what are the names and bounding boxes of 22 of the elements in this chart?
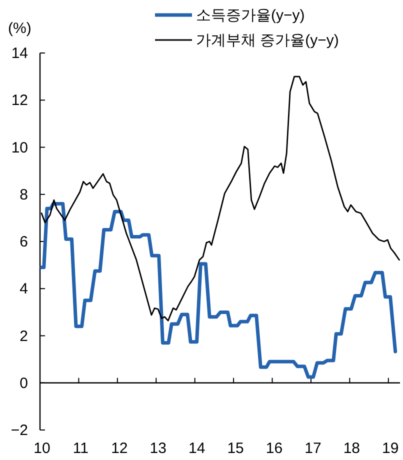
x-tick-label: 11 [72,440,88,457]
x-tick-label: 14 [188,440,206,457]
x-tick-label: 16 [266,440,283,457]
x-tick-label: 18 [343,440,360,457]
legend-label: 가계부채 증가율(y−y) [196,32,339,49]
y-tick-label: 4 [20,280,28,298]
x-tick-label: 15 [227,440,244,457]
x-tick-label: 17 [304,440,322,457]
x-tick-label: 10 [34,440,50,457]
y-tick-label: 14 [11,45,28,62]
y-tick-label: 8 [20,186,28,204]
y-axis-title: (%) [8,20,32,37]
y-tick-label: 6 [20,234,28,250]
y-tick-label: 10 [11,139,28,156]
x-tick-label: 12 [111,440,128,457]
y-tick-label: 0 [20,374,28,392]
x-tick-label: 19 [382,440,399,457]
x-tick-label: 13 [150,440,166,457]
y-tick-label: 2 [20,328,28,345]
legend-label: 소득증가율(y−y) [196,7,305,24]
y-tick-label: 12 [11,92,28,110]
y-tick-label: −2 [10,422,28,439]
